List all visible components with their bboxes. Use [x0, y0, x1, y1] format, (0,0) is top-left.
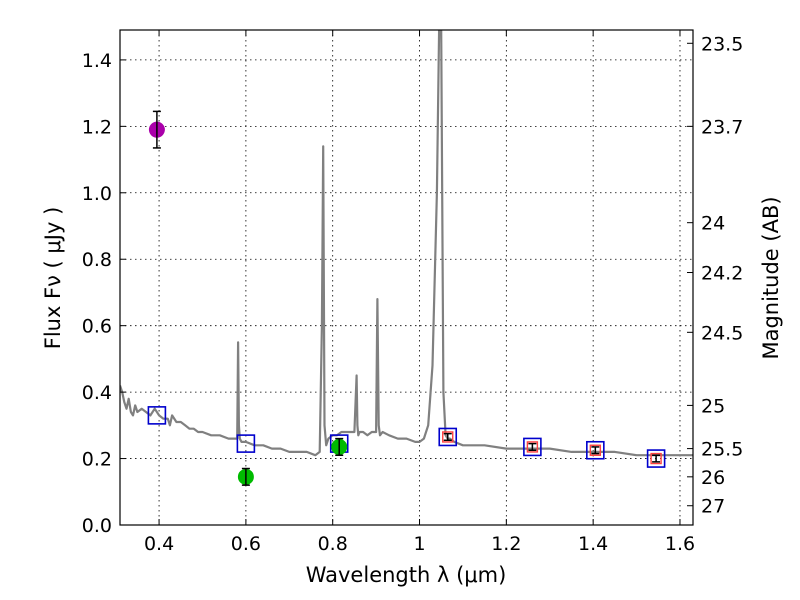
- plot-area: [120, 30, 693, 486]
- x-tick-label: 1: [413, 533, 425, 555]
- y-tick-label: 1.0: [82, 183, 112, 205]
- observed-nir-point: [442, 431, 454, 443]
- x-tick-label: 0.8: [318, 533, 348, 555]
- observed-nir-point: [589, 444, 602, 456]
- y-tick-label: 0.2: [82, 449, 112, 471]
- x-tick-label: 1.4: [578, 533, 608, 555]
- right-tick-label: 24: [701, 213, 725, 235]
- right-tick-label: 24.2: [701, 263, 743, 285]
- y-tick-label: 1.2: [82, 116, 112, 138]
- y-tick-label: 0.0: [82, 515, 112, 537]
- x-tick-label: 1.6: [665, 533, 695, 555]
- y-tick-label: 0.8: [82, 249, 112, 271]
- right-tick-label: 25: [701, 395, 725, 417]
- right-tick-label: 24.5: [701, 322, 743, 344]
- y-tick-label: 0.6: [82, 316, 112, 338]
- right-tick-label: 23.5: [701, 33, 743, 55]
- model-point: [586, 440, 605, 460]
- x-axis-label: Wavelength λ (μm): [306, 563, 507, 587]
- y-axis-right-label: Magnitude (AB): [759, 196, 783, 359]
- model-point: [236, 434, 256, 453]
- y-tick-label: 0.4: [82, 382, 112, 404]
- grid-lines: [120, 30, 693, 526]
- model-point: [523, 437, 542, 457]
- right-tick-label: 26: [701, 467, 725, 489]
- y-tick-label: 1.4: [82, 50, 112, 72]
- x-tick-label: 0.6: [231, 533, 261, 555]
- y-axis-label: Flux Fν ( μJy ): [41, 207, 65, 350]
- right-tick-label: 25.5: [701, 439, 743, 461]
- model-point: [438, 427, 458, 447]
- spectrum-line: [120, 30, 693, 457]
- plot-content: [120, 30, 693, 486]
- observed-nir-point: [526, 441, 539, 453]
- x-tick-label: 1.2: [491, 533, 521, 555]
- model-point: [646, 449, 666, 468]
- axis-ticks: 0.4 0.6 0.8 1 1.2 1.4 1.6 0.0 0.2 0.4 0.6 0.8 1.0 1.2…: [82, 30, 743, 555]
- right-tick-label: 23.7: [701, 116, 743, 138]
- x-tick-label: 0.4: [144, 533, 174, 555]
- model-point: [147, 406, 167, 425]
- plot-frame: [119, 29, 694, 526]
- observed-nir-point: [650, 452, 662, 465]
- right-tick-label: 27: [701, 496, 725, 518]
